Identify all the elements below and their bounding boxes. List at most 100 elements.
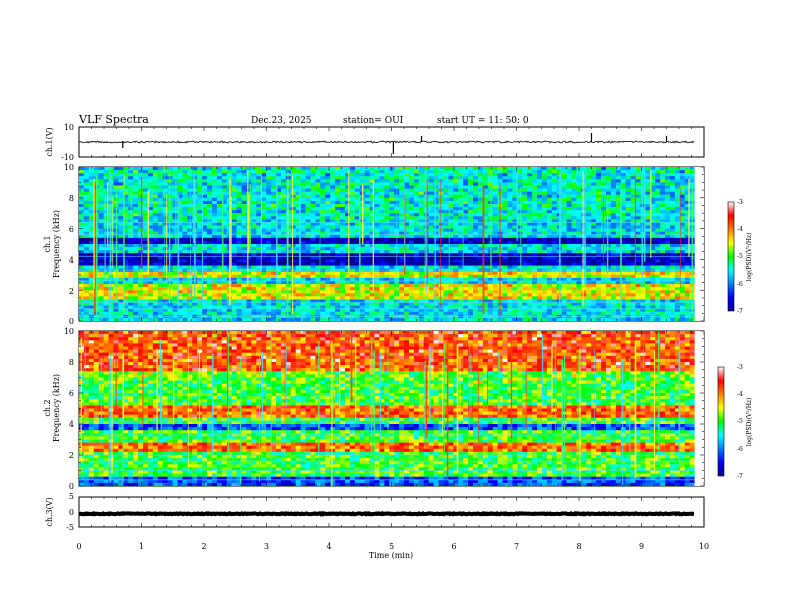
spectrogram-cell (305, 213, 311, 217)
spectrogram-cell (438, 203, 444, 208)
spectrogram-cell (285, 179, 292, 183)
spectrogram-cell (280, 176, 287, 180)
spectrogram-cell (517, 203, 523, 208)
spectrogram-cell (157, 219, 164, 223)
spectrogram-cell (527, 228, 533, 233)
spectrogram-cell (408, 200, 415, 205)
spectrogram-cell (369, 179, 375, 183)
spectrogram-cell (399, 225, 405, 229)
spectrogram-cell (546, 311, 553, 316)
spectrogram-cell (98, 317, 105, 321)
spectrogram-cell (379, 299, 385, 303)
spectrogram-cell (276, 234, 282, 239)
spectrogram-cell (266, 176, 272, 180)
spectrogram-cell (320, 203, 326, 208)
spectrogram-cell (379, 259, 385, 263)
spectrogram-cell (438, 262, 444, 266)
spectrogram-cell (354, 207, 361, 211)
spectrogram-cell (517, 277, 523, 282)
spectrogram-cell (349, 185, 356, 189)
spectrogram-cell (443, 265, 449, 270)
spectrogram-cell (517, 207, 523, 211)
spectrogram-cell (147, 284, 154, 288)
spectrogram-cell (389, 262, 395, 266)
spectrogram-cell (261, 287, 267, 291)
spectrogram-cell (152, 256, 159, 260)
spectrogram-cell (517, 200, 523, 205)
spectrogram-cell (103, 188, 109, 193)
spectrogram-cell (359, 293, 366, 297)
spectrogram-cell (256, 244, 262, 248)
spectrogram-cell (133, 244, 139, 248)
spectrogram-cell (216, 188, 223, 193)
spectrogram-cell (271, 191, 277, 196)
spectrogram-cell (374, 173, 380, 177)
spectrogram-cell (512, 280, 518, 285)
spectrogram-cell (428, 213, 435, 217)
spectrogram-cell (83, 247, 90, 251)
spectrogram-cell (266, 216, 272, 220)
spectrogram-cell (458, 253, 464, 257)
spectrogram-cell (261, 302, 267, 306)
spectrogram-cell (404, 302, 410, 306)
spectrogram-cell (492, 293, 499, 297)
spectrogram-cell (359, 244, 366, 248)
spectrogram-cell (537, 290, 543, 294)
spectrogram-cell (418, 262, 425, 266)
spectrogram-cell (330, 284, 336, 288)
spectrogram-cell (295, 200, 302, 205)
spectrogram-cell (389, 176, 395, 180)
spectrogram-cell (448, 244, 454, 248)
spectrogram-cell (172, 287, 178, 291)
spectrogram-cell (404, 308, 410, 313)
spectrogram-cell (276, 250, 282, 254)
spectrogram-cell (187, 225, 193, 229)
spectrogram-cell (325, 203, 331, 208)
spectrogram-cell (443, 302, 449, 306)
spectrogram-cell (108, 290, 114, 294)
spectrogram-cell (138, 222, 144, 226)
spectrogram-cell (482, 287, 489, 291)
spectrogram-cell (468, 219, 474, 223)
spectrogram-cell (88, 262, 95, 266)
spectrogram-cell (187, 256, 193, 260)
spectrogram-cell (551, 311, 558, 316)
spectrogram-cell (280, 265, 287, 270)
spectrogram-cell (463, 213, 469, 217)
spectrogram-cell (98, 274, 105, 279)
spectrogram-cell (379, 280, 385, 285)
spectrogram-cell (83, 302, 90, 306)
spectrogram-cell (285, 293, 292, 297)
spectrogram-cell (79, 280, 85, 285)
spectrogram-cell (285, 234, 292, 239)
spectrogram-cell (280, 231, 287, 236)
spectrogram-cell (147, 203, 154, 208)
spectrogram-cell (182, 240, 188, 245)
spectrogram-cell (354, 284, 361, 288)
spectrogram-cell (517, 259, 523, 263)
spectrogram-cell (527, 296, 533, 300)
spectrogram-cell (280, 296, 287, 300)
spectrogram-cell (418, 179, 425, 183)
spectrogram-cell (143, 277, 149, 282)
spectrogram-cell (315, 287, 321, 291)
spectrogram-cell (458, 200, 464, 205)
spectrogram-cell (162, 284, 169, 288)
spectrogram-cell (197, 247, 203, 251)
spectrogram-cell (507, 287, 513, 291)
spectrogram-cell (123, 194, 129, 199)
spectrogram-cell (231, 311, 237, 316)
spectrogram-cell (443, 203, 449, 208)
spectrogram-cell (172, 280, 178, 285)
spectrogram-cell (251, 228, 257, 233)
spectrogram-cell (211, 191, 218, 196)
spectrogram-cell (236, 280, 242, 285)
spectrogram-cell (211, 317, 218, 321)
spectrogram-cell (438, 219, 444, 223)
spectrogram-cell (374, 194, 380, 199)
spectrogram-cell (236, 167, 242, 171)
spectrogram-cell (507, 213, 513, 217)
spectrogram-cell (359, 256, 366, 260)
spectrogram-cell (202, 188, 208, 193)
spectrogram-cell (177, 182, 183, 186)
